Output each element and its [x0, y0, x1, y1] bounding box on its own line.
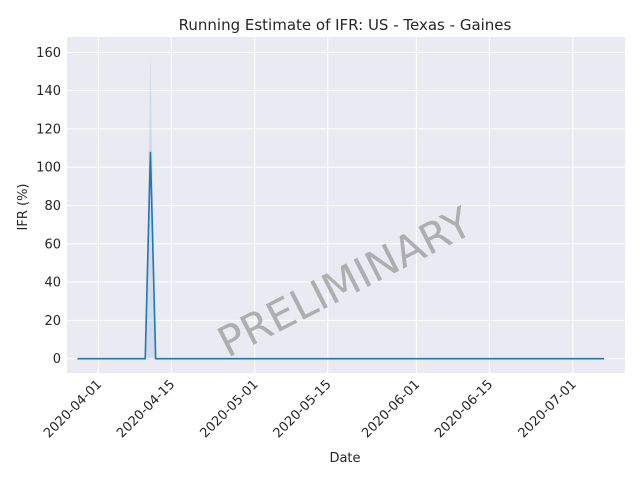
- x-tick-label: 2020-05-15: [271, 377, 335, 441]
- x-axis-label: Date: [329, 451, 360, 466]
- y-tick-label: 120: [36, 122, 61, 137]
- series-line: [77, 151, 605, 360]
- chart-title: Running Estimate of IFR: US - Texas - Ga…: [179, 16, 512, 34]
- x-tick-label: 2020-07-01: [516, 377, 580, 441]
- y-axis-label: IFR (%): [16, 184, 31, 231]
- y-tick-label: 20: [44, 314, 61, 329]
- grid: [67, 37, 625, 373]
- series-line-layer: [77, 151, 605, 360]
- x-tick-label: 2020-05-01: [198, 377, 262, 441]
- y-tick-label: 140: [36, 84, 61, 99]
- y-tick-label: 60: [44, 237, 61, 252]
- y-tick-label: 0: [53, 352, 61, 367]
- y-tick-label: 160: [36, 46, 61, 61]
- x-tick-label: 2020-04-15: [114, 377, 178, 441]
- x-tick-label: 2020-06-15: [432, 377, 496, 441]
- x-tick-label: 2020-04-01: [41, 377, 105, 441]
- y-tick-label: 100: [36, 161, 61, 176]
- y-tick-label: 40: [44, 276, 61, 291]
- y-tick-label: 80: [44, 199, 61, 214]
- x-tick-label: 2020-06-01: [359, 377, 423, 441]
